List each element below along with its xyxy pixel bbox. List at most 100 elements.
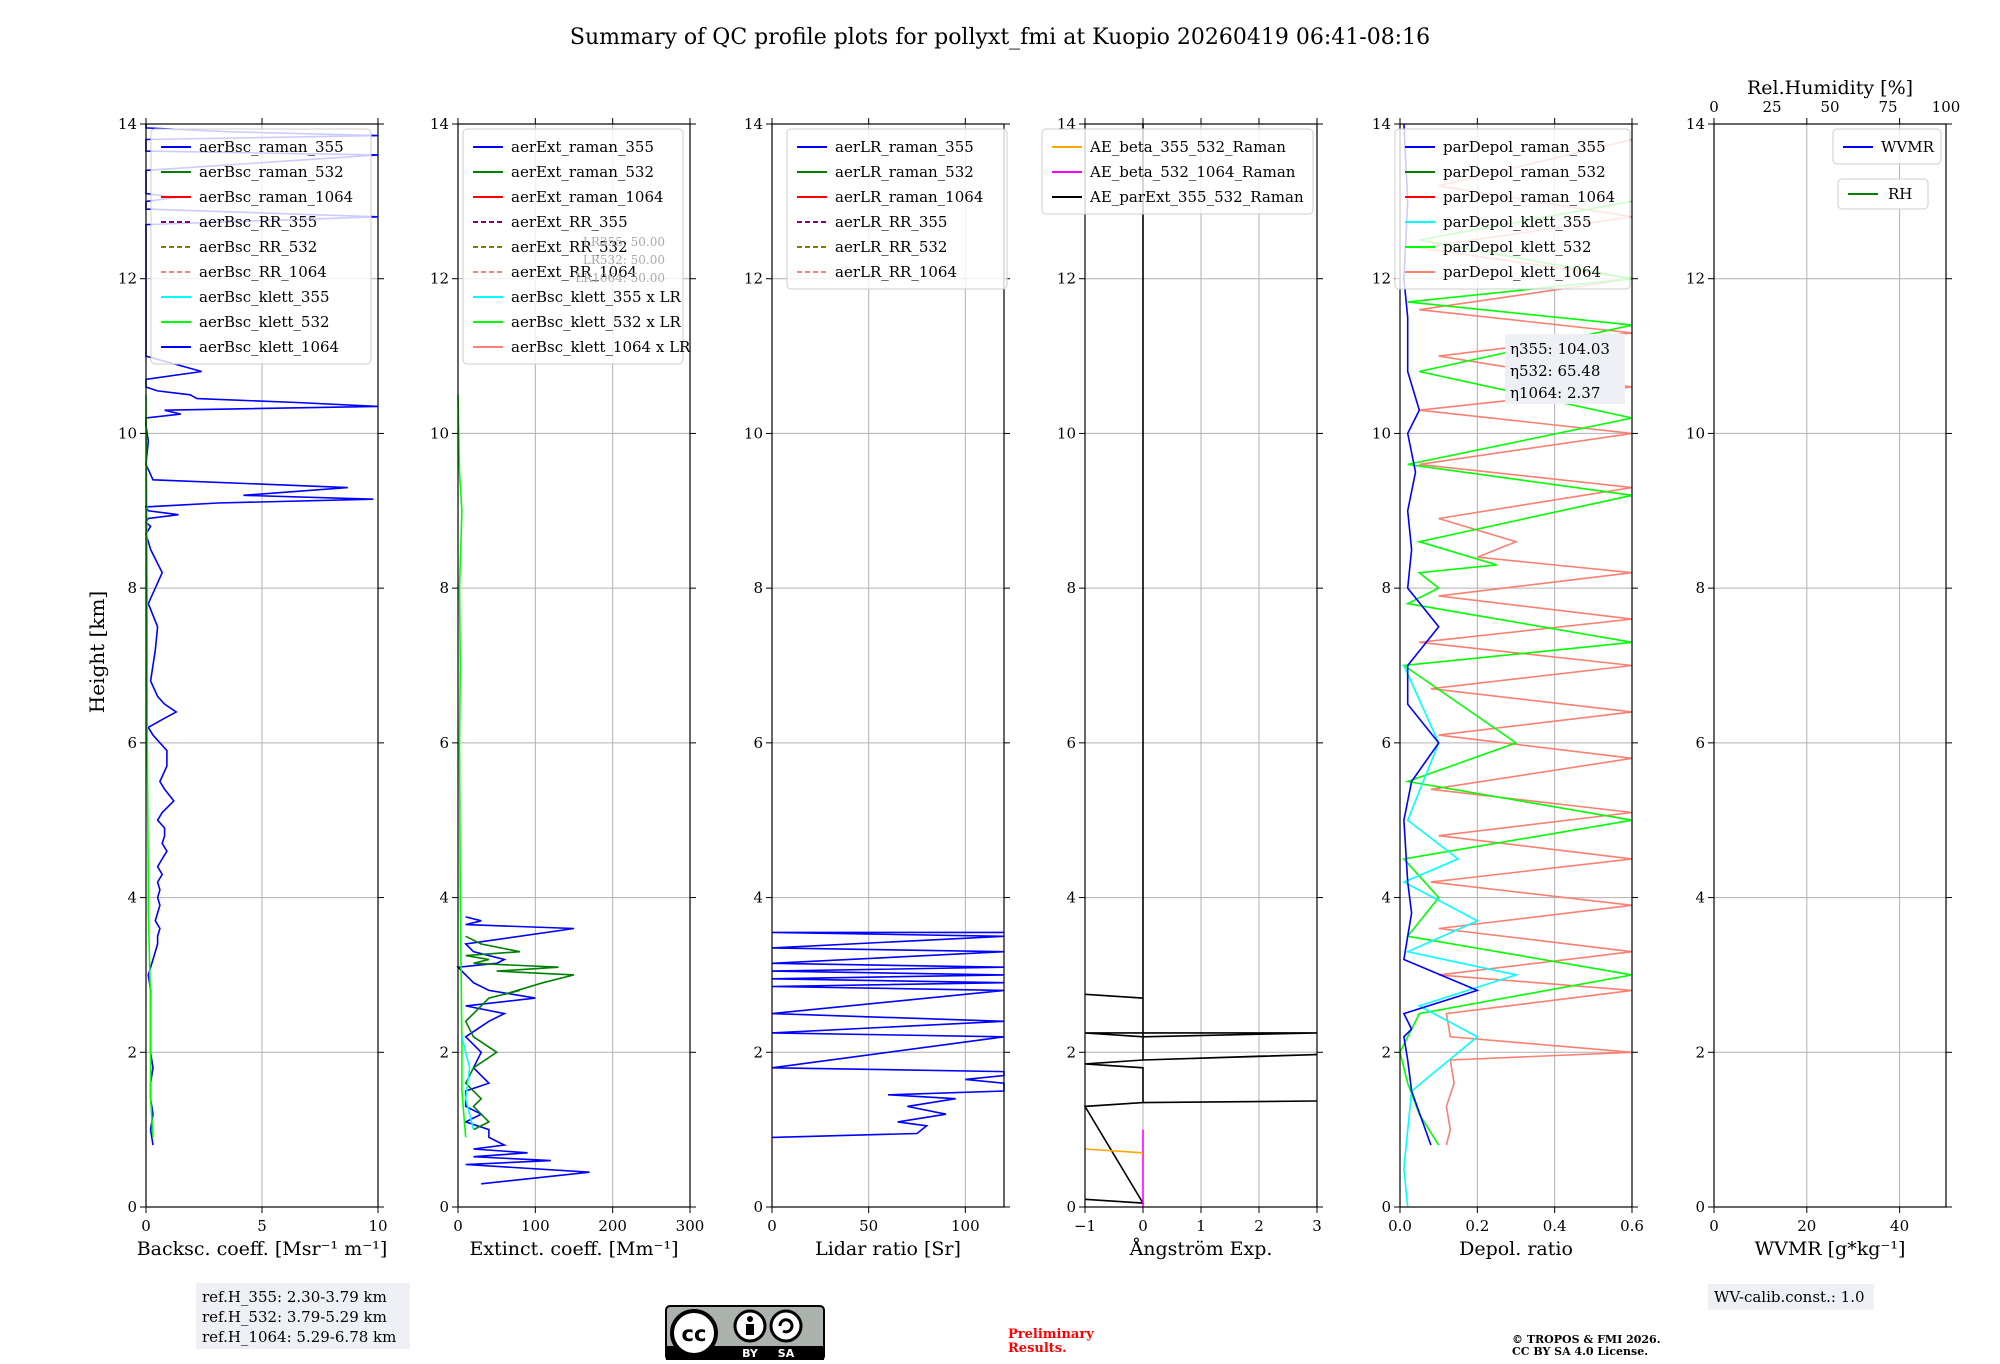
legend-label: aerBsc_raman_355	[199, 138, 344, 156]
legend-label: aerLR_RR_355	[835, 213, 947, 231]
x-tick-label: 0	[141, 1217, 151, 1235]
y-tick-label: 12	[744, 270, 763, 288]
legend-label: parDepol_raman_1064	[1443, 188, 1615, 206]
y-tick-label: 8	[753, 579, 763, 597]
series-AE_parExt_355_532_Raman	[1083, 124, 1318, 1204]
y-tick-label: 12	[1372, 270, 1391, 288]
y-tick-label: 2	[1695, 1043, 1705, 1061]
legend-box	[462, 128, 684, 365]
lr-label: LR355: 50.00	[583, 235, 665, 249]
legend-label: parDepol_klett_532	[1443, 238, 1592, 256]
legend-label: aerBsc_RR_355	[199, 213, 317, 231]
x-tick-label: 0	[453, 1217, 463, 1235]
legend-label: aerExt_RR_355	[511, 213, 628, 231]
y-tick-label: 10	[1686, 424, 1705, 442]
x-tick-label: 100	[521, 1217, 550, 1235]
lr-label: LR532: 50.00	[583, 253, 665, 267]
legend-box	[1832, 128, 1942, 165]
y-tick-label: 6	[753, 734, 763, 752]
axes-frame	[1399, 123, 1633, 1208]
x-tick-label: 1	[1196, 1217, 1206, 1235]
y-tick-label: 12	[430, 270, 449, 288]
legend-label: aerLR_raman_1064	[835, 188, 983, 206]
legend-label: aerExt_raman_1064	[511, 188, 664, 206]
copyright-line1: © TROPOS & FMI 2026.	[1512, 1333, 1661, 1346]
y-tick-label: 0	[127, 1198, 137, 1216]
legend-label: aerExt_RR_532	[511, 238, 628, 256]
y-tick-label: 6	[1695, 734, 1705, 752]
x-axis-label: Depol. ratio	[1459, 1238, 1573, 1260]
legend-label: aerBsc_raman_1064	[199, 188, 353, 206]
y-tick-label: 14	[118, 115, 137, 133]
legend-label: aerLR_RR_532	[835, 238, 947, 256]
series-aerExt_raman_532	[464, 935, 575, 1131]
y-tick-label: 4	[1381, 889, 1391, 907]
panel-backscatter: 0 5 10 0 2 4 6 8 10 12 14 Backsc. coeff. [Msr⁻¹ m⁻¹…	[118, 115, 388, 1260]
top-tick-label: 100	[1932, 98, 1961, 116]
legend2-box	[1837, 178, 1929, 210]
legend-label: aerBsc_klett_532	[199, 313, 330, 331]
preliminary-label-line1: Preliminary	[1008, 1327, 1094, 1342]
y-tick-label: 0	[753, 1198, 763, 1216]
series-AE_beta_355_532_Raman	[1084, 1148, 1144, 1154]
copyright-line2: CC BY SA 4.0 License.	[1512, 1345, 1648, 1358]
panel-wvmr: 0 20 40 0 2 4 6 8 10 12 14 WVMR [g*kg⁻¹] 0 25 50 75 100 R…	[1686, 77, 1960, 1260]
x-tick-label: 100	[951, 1217, 980, 1235]
x-axis-label: Backsc. coeff. [Msr⁻¹ m⁻¹]	[137, 1238, 388, 1260]
top-tick-label: 25	[1762, 98, 1781, 116]
x-tick-label: 0	[1138, 1217, 1148, 1235]
series-aerBsc_klett_532 x LR	[457, 394, 467, 1138]
x-tick-label: 200	[598, 1217, 627, 1235]
wv-calib-box	[1708, 1284, 1874, 1310]
y-tick-label: 0	[1695, 1198, 1705, 1216]
x-axis-label: Lidar ratio [Sr]	[815, 1238, 961, 1260]
x-tick-label: 0.4	[1543, 1217, 1567, 1235]
series-aerBsc_klett_355 x LR	[461, 1036, 475, 1130]
ref-height-355: ref.H_355: 2.30-3.79 km	[202, 1288, 387, 1306]
legend-label: WVMR	[1881, 138, 1935, 156]
legend-label: aerBsc_klett_1064 x LR	[511, 338, 691, 356]
y-tick-label: 6	[127, 734, 137, 752]
legend-box	[786, 128, 1008, 290]
top-tick-label: 50	[1820, 98, 1839, 116]
y-tick-label: 2	[127, 1043, 137, 1061]
x-tick-label: 0.6	[1620, 1217, 1644, 1235]
y-tick-label: 4	[1066, 889, 1076, 907]
y-tick-label: 14	[744, 115, 763, 133]
y-tick-label: 2	[1066, 1043, 1076, 1061]
panel-lidar_ratio: 0 50 100 0 2 4 6 8 10 12 14 Lidar ratio [Sr] aerLR_r…	[744, 115, 1010, 1260]
panel-depol: 0.0 0.2 0.4 0.6 0 2 4 6 8 10 12 14 Depol. ratio parDe…	[1372, 115, 1644, 1260]
x-tick-label: 10	[368, 1217, 387, 1235]
legend-label: aerBsc_klett_355 x LR	[511, 288, 682, 306]
y-tick-label: 8	[439, 579, 449, 597]
svg-text:cc: cc	[682, 1322, 707, 1346]
y-tick-label: 2	[439, 1043, 449, 1061]
legend-label: aerBsc_klett_355	[199, 288, 330, 306]
series-aerBsc_klett_532	[145, 394, 154, 1138]
y-tick-label: 2	[1381, 1043, 1391, 1061]
y-tick-label: 10	[1057, 424, 1076, 442]
legend-label: aerExt_RR_1064	[511, 263, 637, 281]
y-tick-label: 12	[1057, 270, 1076, 288]
legend-label: aerBsc_RR_532	[199, 238, 317, 256]
y-tick-label: 12	[1686, 270, 1705, 288]
legend-label: parDepol_klett_1064	[1443, 263, 1601, 281]
y-tick-label: 4	[753, 889, 763, 907]
legend-label: AE_beta_532_1064_Raman	[1089, 163, 1296, 181]
x-tick-label: 5	[257, 1217, 267, 1235]
lr-label: LR1064: 50.00	[575, 271, 665, 285]
axes-frame	[771, 123, 1005, 1208]
legend-label: AE_parExt_355_532_Raman	[1089, 188, 1304, 206]
y-tick-label: 4	[127, 889, 137, 907]
y-tick-label: 6	[1066, 734, 1076, 752]
legend-label: aerBsc_klett_532 x LR	[511, 313, 682, 331]
x-axis-label: WVMR [g*kg⁻¹]	[1755, 1238, 1906, 1260]
y-tick-label: 8	[1066, 579, 1076, 597]
eta-label: η532: 65.48	[1510, 362, 1600, 380]
eta-label: η355: 104.03	[1510, 340, 1610, 358]
preliminary-label-line2: Results.	[1008, 1341, 1067, 1356]
x-tick-label: 300	[676, 1217, 705, 1235]
y-tick-label: 10	[744, 424, 763, 442]
